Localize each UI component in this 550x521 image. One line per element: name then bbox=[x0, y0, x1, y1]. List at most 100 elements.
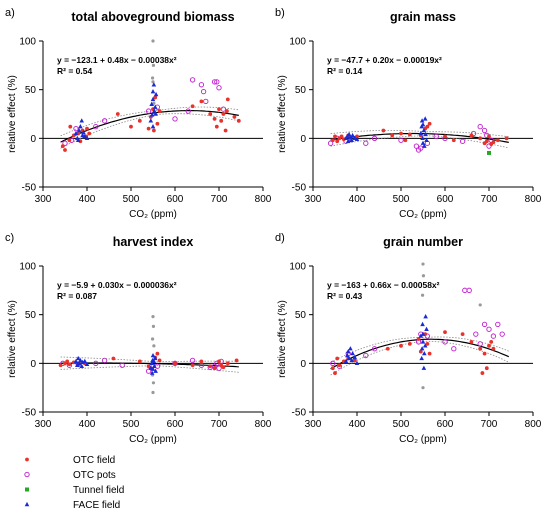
data-point-face-field bbox=[152, 355, 158, 361]
data-point-otc-field bbox=[469, 340, 474, 344]
data-point-otc-field bbox=[339, 134, 344, 139]
data-point-outlier bbox=[152, 344, 156, 348]
data-point-outlier bbox=[151, 381, 156, 385]
data-point-face-field bbox=[422, 143, 427, 148]
y-tick-label: 0 bbox=[300, 134, 306, 145]
data-point-otc-field bbox=[212, 116, 217, 121]
data-point-otc-field bbox=[381, 128, 386, 133]
data-point-otc-field bbox=[155, 121, 160, 126]
data-point-face-field bbox=[76, 127, 82, 133]
data-point-outlier bbox=[150, 76, 155, 80]
data-point-otc-pots bbox=[470, 130, 477, 137]
data-point-otc-pots bbox=[93, 360, 99, 366]
data-point-otc-field bbox=[221, 112, 226, 116]
data-point-face-field bbox=[423, 314, 428, 319]
x-tick-label: 600 bbox=[437, 419, 454, 430]
legend-label-tunnel-field: Tunnel field bbox=[73, 485, 124, 496]
data-point-outlier bbox=[150, 337, 155, 341]
data-point-otc-pots bbox=[327, 140, 334, 146]
panel-title: harvest index bbox=[113, 235, 194, 249]
data-point-face-field bbox=[152, 104, 158, 109]
x-tick-label: 300 bbox=[35, 194, 52, 205]
data-point-otc-pots bbox=[101, 357, 108, 364]
data-point-otc-pots bbox=[477, 341, 483, 347]
data-point-outlier bbox=[420, 293, 425, 297]
data-point-face-field bbox=[420, 122, 426, 127]
data-point-otc-field bbox=[484, 366, 489, 371]
y-axis-label: relative effect (%) bbox=[7, 75, 18, 153]
data-point-otc-field bbox=[63, 148, 67, 152]
data-point-otc-field bbox=[427, 351, 432, 356]
data-point-face-field bbox=[418, 333, 424, 338]
data-point-face-field bbox=[422, 343, 428, 348]
data-point-otc-pots bbox=[145, 368, 152, 374]
data-point-otc-field bbox=[219, 118, 224, 123]
y-tick-label: 0 bbox=[30, 134, 36, 145]
x-tick-label: 700 bbox=[481, 194, 498, 205]
data-point-face-field bbox=[150, 124, 156, 129]
data-point-otc-field bbox=[489, 340, 494, 344]
data-point-otc-field bbox=[469, 133, 474, 138]
data-point-otc-pots bbox=[371, 346, 378, 352]
data-point-face-field bbox=[345, 352, 350, 358]
data-point-otc-field bbox=[225, 361, 230, 366]
data-point-otc-pots bbox=[473, 331, 479, 337]
data-point-otc-pots bbox=[442, 339, 448, 345]
data-point-otc-field bbox=[478, 136, 483, 141]
ci-lower bbox=[60, 113, 239, 149]
y-tick-label: 50 bbox=[295, 85, 307, 96]
fit-equation: y = −163 + 0.66x − 0.00058x² bbox=[327, 280, 440, 290]
fit-r2: R² = 0.14 bbox=[327, 66, 362, 76]
data-point-otc-pots bbox=[93, 124, 99, 130]
data-point-otc-pots bbox=[486, 143, 492, 149]
data-point-otc-pots bbox=[495, 321, 501, 328]
data-point-face-field bbox=[352, 354, 358, 360]
data-point-face-field bbox=[354, 360, 360, 366]
data-point-face-field bbox=[349, 357, 355, 363]
data-point-face-field bbox=[75, 137, 81, 142]
y-tick-label: 0 bbox=[300, 359, 306, 370]
data-point-face-field bbox=[73, 130, 79, 136]
data-point-otc-field bbox=[223, 128, 228, 133]
x-axis-label: CO₂ (ppm) bbox=[399, 209, 447, 220]
data-point-otc-pots bbox=[451, 346, 457, 352]
data-point-otc-field bbox=[190, 363, 195, 368]
data-point-face-field bbox=[421, 365, 427, 370]
data-point-face-field bbox=[424, 137, 429, 142]
panel-title: total aboveground biomass bbox=[71, 10, 234, 24]
data-point-otc-pots bbox=[172, 360, 178, 366]
data-point-outlier bbox=[421, 274, 426, 278]
data-point-otc-field bbox=[407, 341, 412, 346]
data-point-otc-pots bbox=[185, 108, 191, 114]
fit-r2: R² = 0.43 bbox=[327, 291, 362, 301]
data-point-face-field bbox=[418, 130, 424, 136]
data-point-face-field bbox=[343, 358, 349, 364]
data-point-otc-field bbox=[199, 99, 204, 104]
data-point-otc-field bbox=[482, 351, 487, 356]
data-point-face-field bbox=[422, 351, 427, 356]
data-point-otc-field bbox=[484, 139, 489, 144]
data-point-face-field bbox=[149, 112, 155, 117]
data-point-otc-field bbox=[478, 346, 483, 351]
data-point-face-field bbox=[346, 355, 352, 361]
data-point-face-field bbox=[153, 368, 158, 373]
data-point-otc-field bbox=[155, 351, 160, 356]
data-point-otc-pots bbox=[62, 140, 68, 146]
data-point-face-field bbox=[78, 124, 83, 129]
data-point-otc-pots bbox=[73, 125, 79, 132]
data-point-otc-field bbox=[451, 138, 456, 143]
data-point-otc-field bbox=[234, 358, 239, 363]
data-point-face-field bbox=[73, 358, 79, 364]
y-tick-label: -50 bbox=[22, 408, 37, 419]
data-point-outlier bbox=[421, 386, 425, 390]
x-tick-label: 400 bbox=[79, 419, 96, 430]
x-tick-label: 400 bbox=[349, 419, 366, 430]
data-point-otc-pots bbox=[371, 135, 378, 141]
data-point-outlier bbox=[151, 315, 155, 319]
data-point-otc-pots bbox=[189, 357, 196, 364]
data-point-otc-field bbox=[146, 126, 151, 131]
x-axis-label: CO₂ (ppm) bbox=[399, 434, 447, 445]
data-point-otc-field bbox=[60, 144, 65, 149]
data-point-face-field bbox=[421, 127, 427, 133]
y-tick-label: -50 bbox=[22, 183, 37, 194]
